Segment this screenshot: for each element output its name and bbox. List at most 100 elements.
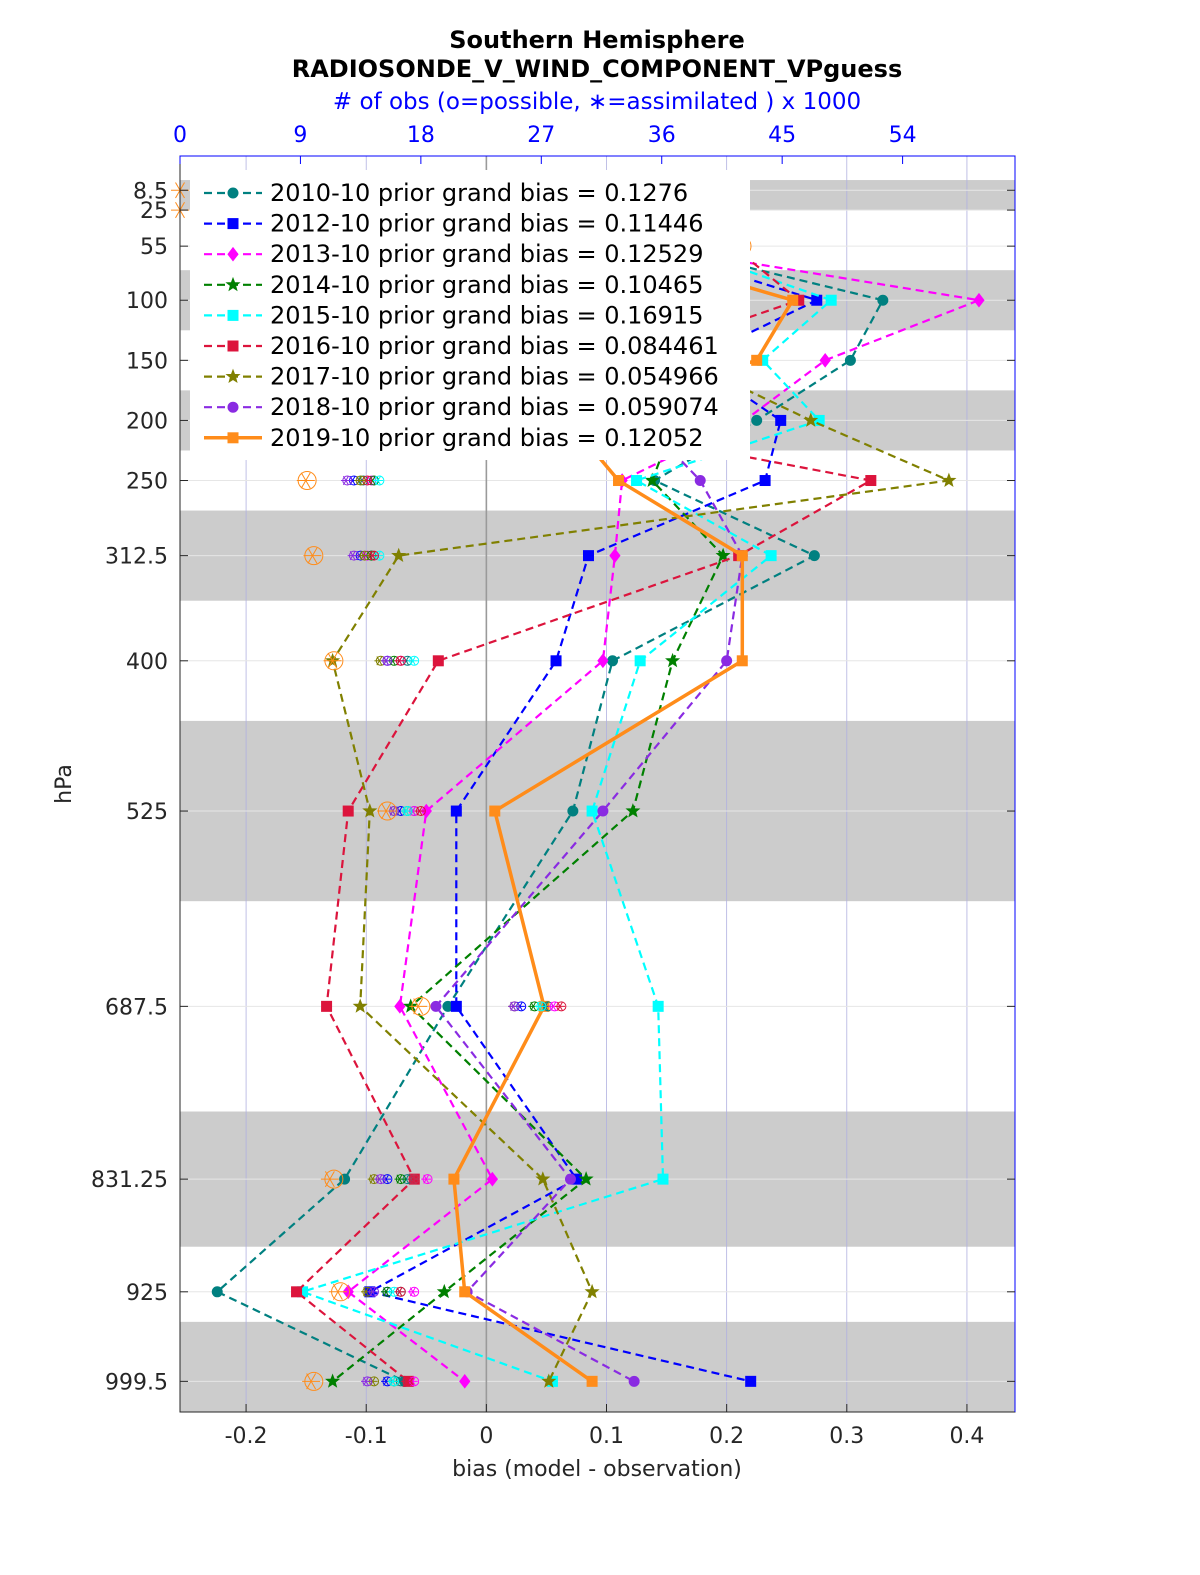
data-point (721, 655, 733, 667)
data-point (803, 412, 819, 427)
asterisk-stroke (375, 475, 381, 486)
chart-title: Southern Hemisphere (449, 26, 745, 54)
asterisk-stroke (389, 1287, 396, 1297)
data-point (339, 1173, 351, 1185)
asterisk-stroke (423, 1174, 430, 1184)
top-tick-label: 18 (407, 123, 435, 148)
y-tick-label: 100 (126, 289, 168, 314)
data-point (808, 550, 820, 562)
legend-marker (225, 368, 241, 384)
top-tick-label: 0 (173, 123, 187, 148)
data-point (751, 414, 763, 426)
asterisk-stroke (409, 656, 416, 666)
data-point (819, 353, 831, 368)
asterisk-stroke (369, 551, 376, 561)
data-point (607, 655, 619, 667)
asterisk-stroke (510, 1001, 517, 1011)
asterisk-stroke (356, 475, 363, 486)
asterisk-stroke (332, 1283, 343, 1300)
top-tick-label: 36 (648, 123, 676, 148)
asterisk-stroke (557, 1001, 563, 1011)
data-point (450, 805, 462, 817)
data-point (394, 999, 406, 1014)
obs-assimilated-marker (421, 1174, 432, 1184)
data-point (745, 1375, 757, 1387)
y-tick-label: 831.25 (91, 1168, 168, 1193)
data-point (567, 805, 579, 817)
asterisk-stroke (363, 1287, 369, 1297)
y-tick-label: 312.5 (105, 545, 168, 570)
legend-label: 2010-10 prior grand bias = 0.1276 (270, 179, 688, 207)
data-point (865, 475, 877, 487)
obs-assimilated-marker (555, 1001, 566, 1011)
asterisk-stroke (403, 806, 410, 816)
obs-assimilated-marker (374, 1174, 385, 1184)
y-tick-label: 200 (126, 409, 168, 434)
data-point (613, 475, 625, 487)
obs-assimilated-marker (320, 1171, 339, 1188)
asterisk-stroke (369, 1287, 376, 1297)
shaded-band (180, 1321, 1015, 1412)
series-line (346, 245, 984, 1383)
data-point (609, 548, 621, 563)
data-point (715, 547, 731, 563)
asterisk-stroke (349, 551, 356, 561)
obs-assimilated-marker (407, 1287, 418, 1297)
data-point (582, 550, 594, 562)
y-tick-label: 8.5 (133, 179, 168, 204)
series-line (366, 245, 820, 1383)
obs-assimilated-marker (394, 656, 405, 666)
data-point (578, 1171, 594, 1186)
y-tick-label: 25 (140, 199, 168, 224)
series-line (299, 245, 834, 1383)
data-point (436, 1283, 452, 1299)
obs-assimilated-marker (377, 802, 396, 820)
data-point (825, 294, 837, 306)
y-tick-label: 250 (126, 470, 168, 495)
asterisk-stroke (383, 1287, 390, 1297)
data-point (403, 998, 419, 1013)
asterisk-stroke (327, 652, 338, 669)
obs-assimilated-marker (358, 551, 369, 561)
data-point (941, 472, 957, 487)
data-point (448, 1173, 460, 1185)
data-point (486, 1171, 499, 1187)
obs-assimilated-marker (381, 656, 392, 666)
y-tick-label: 55 (140, 235, 168, 260)
asterisk-stroke (396, 1287, 403, 1297)
data-point (432, 655, 444, 667)
data-point (352, 998, 368, 1013)
obs-assimilated-marker (401, 806, 412, 816)
asterisk-stroke (300, 472, 311, 489)
data-point (450, 1000, 462, 1012)
data-point (644, 472, 660, 487)
data-point (736, 655, 748, 667)
legend-background (190, 170, 750, 460)
obs-assimilated-marker (394, 1287, 405, 1297)
top-tick-label: 9 (293, 123, 307, 148)
data-point (459, 1374, 471, 1389)
asterisk-stroke (360, 551, 367, 561)
series-line (215, 245, 885, 1383)
data-point (877, 294, 889, 306)
data-point (844, 354, 856, 366)
data-point (597, 805, 609, 817)
x-tick-label: 0.2 (709, 1424, 744, 1449)
asterisk-stroke (550, 1001, 557, 1011)
data-point (342, 805, 354, 817)
legend-marker (227, 246, 239, 262)
asterisk-stroke (409, 1287, 416, 1297)
asterisk-stroke (383, 1376, 390, 1386)
data-point (586, 1375, 598, 1387)
obs-assimilated-marker (354, 475, 365, 486)
data-point (362, 803, 378, 818)
data-point (628, 1375, 640, 1387)
obs-assimilated-marker (302, 1373, 321, 1390)
asterisk-stroke (416, 806, 423, 816)
obs-assimilated-marker (367, 1287, 378, 1297)
legend: 2010-10 prior grand bias = 0.1276 2012-10… (190, 170, 750, 460)
asterisk-stroke (383, 656, 390, 666)
x-tick-label: 0.3 (829, 1424, 864, 1449)
obs-assimilated-marker (347, 551, 358, 561)
